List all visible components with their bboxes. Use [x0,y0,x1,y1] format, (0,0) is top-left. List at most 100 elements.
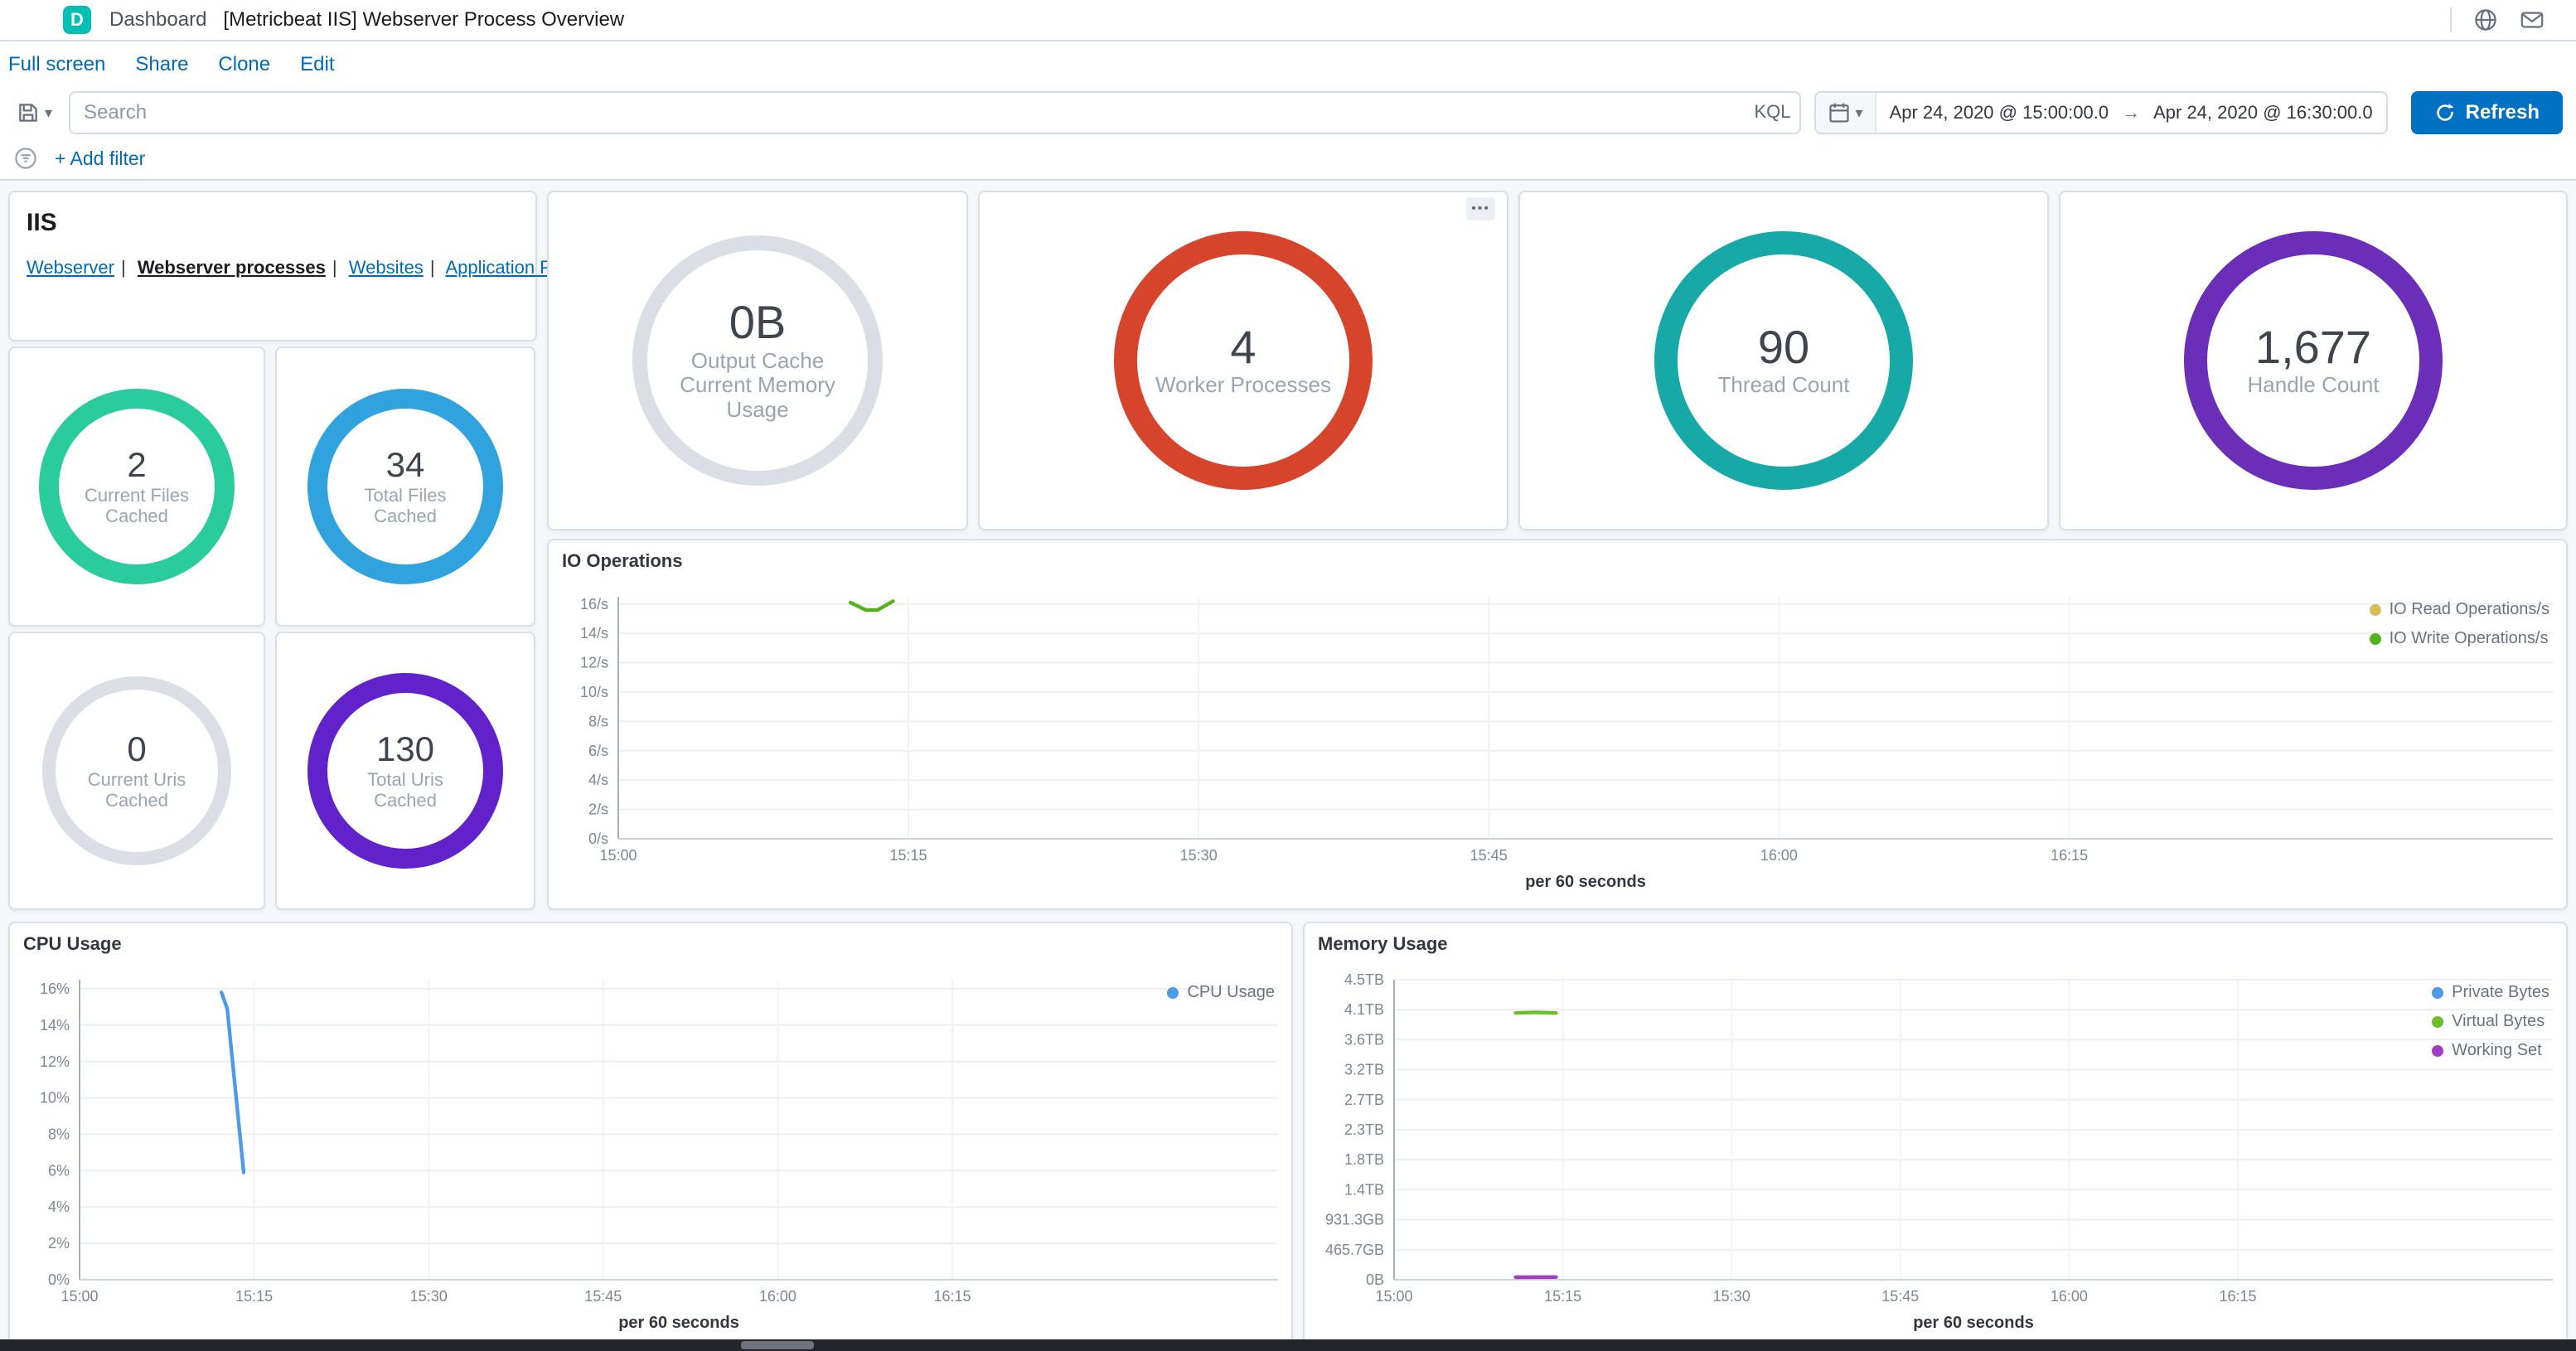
mail-button[interactable] [2516,4,2548,36]
worker-processes-panel: ••• 4 Worker Processes [978,191,1508,530]
chart-legend: Private Bytes Virtual Bytes Working Set [2432,983,2549,1060]
bottom-scrollbar [0,1339,2576,1351]
add-filter-button[interactable]: + Add filter [55,147,146,169]
svg-text:16:15: 16:15 [2219,1288,2256,1305]
gauge-label: Total Uris Cached [367,768,443,811]
legend-label: CPU Usage [1187,983,1275,1001]
iis-markdown-panel: IIS Webserver | Webserver processes | Webs… [8,191,585,341]
link-separator: | [120,257,126,278]
legend-item[interactable]: Working Set [2432,1041,2542,1060]
gauge-label: Handle Count [2247,372,2380,398]
svg-text:16:00: 16:00 [2051,1288,2088,1305]
svg-text:15:15: 15:15 [889,847,927,864]
svg-text:10%: 10% [40,1090,70,1106]
panel-title: IO Operations [562,550,683,571]
gauge-ring [307,389,503,584]
legend-label: IO Write Operations/s [2389,629,2549,647]
gauge-label: Output Cache Current Memory Usage [680,347,835,423]
legend-label: Working Set [2452,1041,2542,1059]
svg-text:16:00: 16:00 [1760,847,1798,864]
svg-text:8/s: 8/s [588,713,608,729]
svg-text:per 60 seconds: per 60 seconds [1525,873,1646,891]
page-title: [Metricbeat IIS] Webserver Process Overv… [223,8,625,31]
search-input-wrap: KQL [69,91,1801,134]
search-bar: ▾ KQL ▾ Apr 24, 2020 @ 15:00:00.0 → Apr … [0,88,2576,138]
svg-text:6/s: 6/s [588,743,608,759]
svg-text:15:30: 15:30 [1713,1288,1750,1305]
thread-count-panel: 90 Thread Count [1518,191,2049,530]
gauge-value: 130 [375,729,435,768]
gauge-value: 1,677 [2254,320,2372,373]
legend-item[interactable]: IO Read Operations/s [2369,600,2549,619]
svg-text:3.2TB: 3.2TB [1344,1062,1384,1078]
svg-text:15:30: 15:30 [410,1288,448,1305]
legend-item[interactable]: CPU Usage [1167,983,1275,1002]
kql-button[interactable]: KQL [1754,101,1791,122]
svg-text:15:15: 15:15 [235,1288,273,1305]
dashboard-menu: Full screen Share Clone Edit [0,41,2576,88]
legend-item[interactable]: Virtual Bytes [2432,1012,2545,1031]
svg-text:1.4TB: 1.4TB [1344,1181,1384,1198]
search-input[interactable] [69,91,1801,134]
svg-text:2/s: 2/s [588,801,608,818]
dashboard-grid: IIS Webserver | Webserver processes | Webs… [0,181,2576,1351]
legend-label: Virtual Bytes [2452,1012,2545,1030]
svg-text:14/s: 14/s [580,625,608,642]
mail-icon [2520,12,2544,28]
legend-item[interactable]: Private Bytes [2432,983,2549,1002]
svg-text:2%: 2% [48,1235,70,1252]
iis-link-webserver[interactable]: Webserver [27,257,114,278]
time-range-end[interactable]: Apr 24, 2020 @ 16:30:00.0 [2140,102,2386,123]
gauge-value: 2 [127,444,147,484]
svg-text:16:00: 16:00 [759,1288,797,1305]
cpu-usage-panel: CPU Usage 0% 2% 4% 6% 8% 10% 12% 14% 16% 15:00 15:… [8,922,1293,1351]
iis-links: Webserver | Webserver processes | Websites… [27,257,585,278]
svg-text:12%: 12% [40,1053,70,1070]
cpu-usage-chart[interactable]: 0% 2% 4% 6% 8% 10% 12% 14% 16% 15:00 15:15 15:30 15:… [13,953,1288,1346]
legend-item[interactable]: IO Write Operations/s [2369,629,2549,648]
saved-query-icon [19,104,37,122]
svg-text:15:00: 15:00 [61,1288,98,1305]
svg-text:15:30: 15:30 [1180,847,1218,864]
menu-full-screen[interactable]: Full screen [8,53,106,75]
refresh-icon [2436,103,2454,121]
svg-text:10/s: 10/s [580,684,608,700]
space-avatar[interactable]: D [63,6,91,34]
panel-options-button[interactable]: ••• [1466,197,1495,220]
svg-text:4%: 4% [48,1198,70,1215]
svg-text:per 60 seconds: per 60 seconds [618,1314,739,1332]
svg-text:6%: 6% [48,1162,70,1179]
gauge-ring [1654,231,1913,490]
iis-link-websites[interactable]: Websites [348,257,424,278]
svg-text:8%: 8% [48,1126,70,1142]
breadcrumb-dashboard[interactable]: Dashboard [109,8,207,31]
refresh-button[interactable]: Refresh [2410,91,2563,134]
refresh-label: Refresh [2465,101,2540,123]
chart-legend: CPU Usage [1167,983,1275,1002]
svg-text:15:00: 15:00 [1375,1288,1412,1305]
gauge-ring [42,676,231,865]
time-range-start[interactable]: Apr 24, 2020 @ 15:00:00.0 [1876,102,2123,123]
gauge-value: 0 [127,729,147,768]
gauge-value: 0B [729,295,787,348]
iis-link-webserver-processes[interactable]: Webserver processes [137,257,326,278]
svg-text:12/s: 12/s [580,655,608,671]
menu-share[interactable]: Share [135,53,189,75]
memory-usage-chart[interactable]: 0B 465.7GB 931.3GB 1.4TB 1.8TB 2.3TB 2.7TB 3.2T… [1308,953,2563,1346]
menu-edit[interactable]: Edit [300,53,335,75]
svg-text:0B: 0B [1366,1271,1384,1288]
svg-text:15:00: 15:00 [599,847,637,864]
menu-clone[interactable]: Clone [218,53,271,75]
gauge-ring [632,235,883,486]
quick-select-button[interactable]: ▾ [1815,93,1876,133]
scrollbar-thumb[interactable] [741,1341,814,1349]
io-operations-chart[interactable]: 0/s 2/s 4/s 6/s 8/s 10/s 12/s 14/s 16/s 15:00 15:1… [552,570,2563,905]
saved-query-menu-button[interactable]: ▾ [13,101,56,124]
chart-canvas: 0B 465.7GB 931.3GB 1.4TB 1.8TB 2.3TB 2.7TB 3.2T… [1325,971,2553,1332]
gauge-value: 90 [1757,320,1810,373]
total-uris-cached-panel: 130 Total Uris Cached [275,632,535,910]
svg-text:per 60 seconds: per 60 seconds [1913,1314,2034,1332]
gauge-ring [2184,231,2443,490]
total-files-cached-panel: 34 Total Files Cached [275,346,535,627]
globe-button[interactable] [2470,4,2501,36]
